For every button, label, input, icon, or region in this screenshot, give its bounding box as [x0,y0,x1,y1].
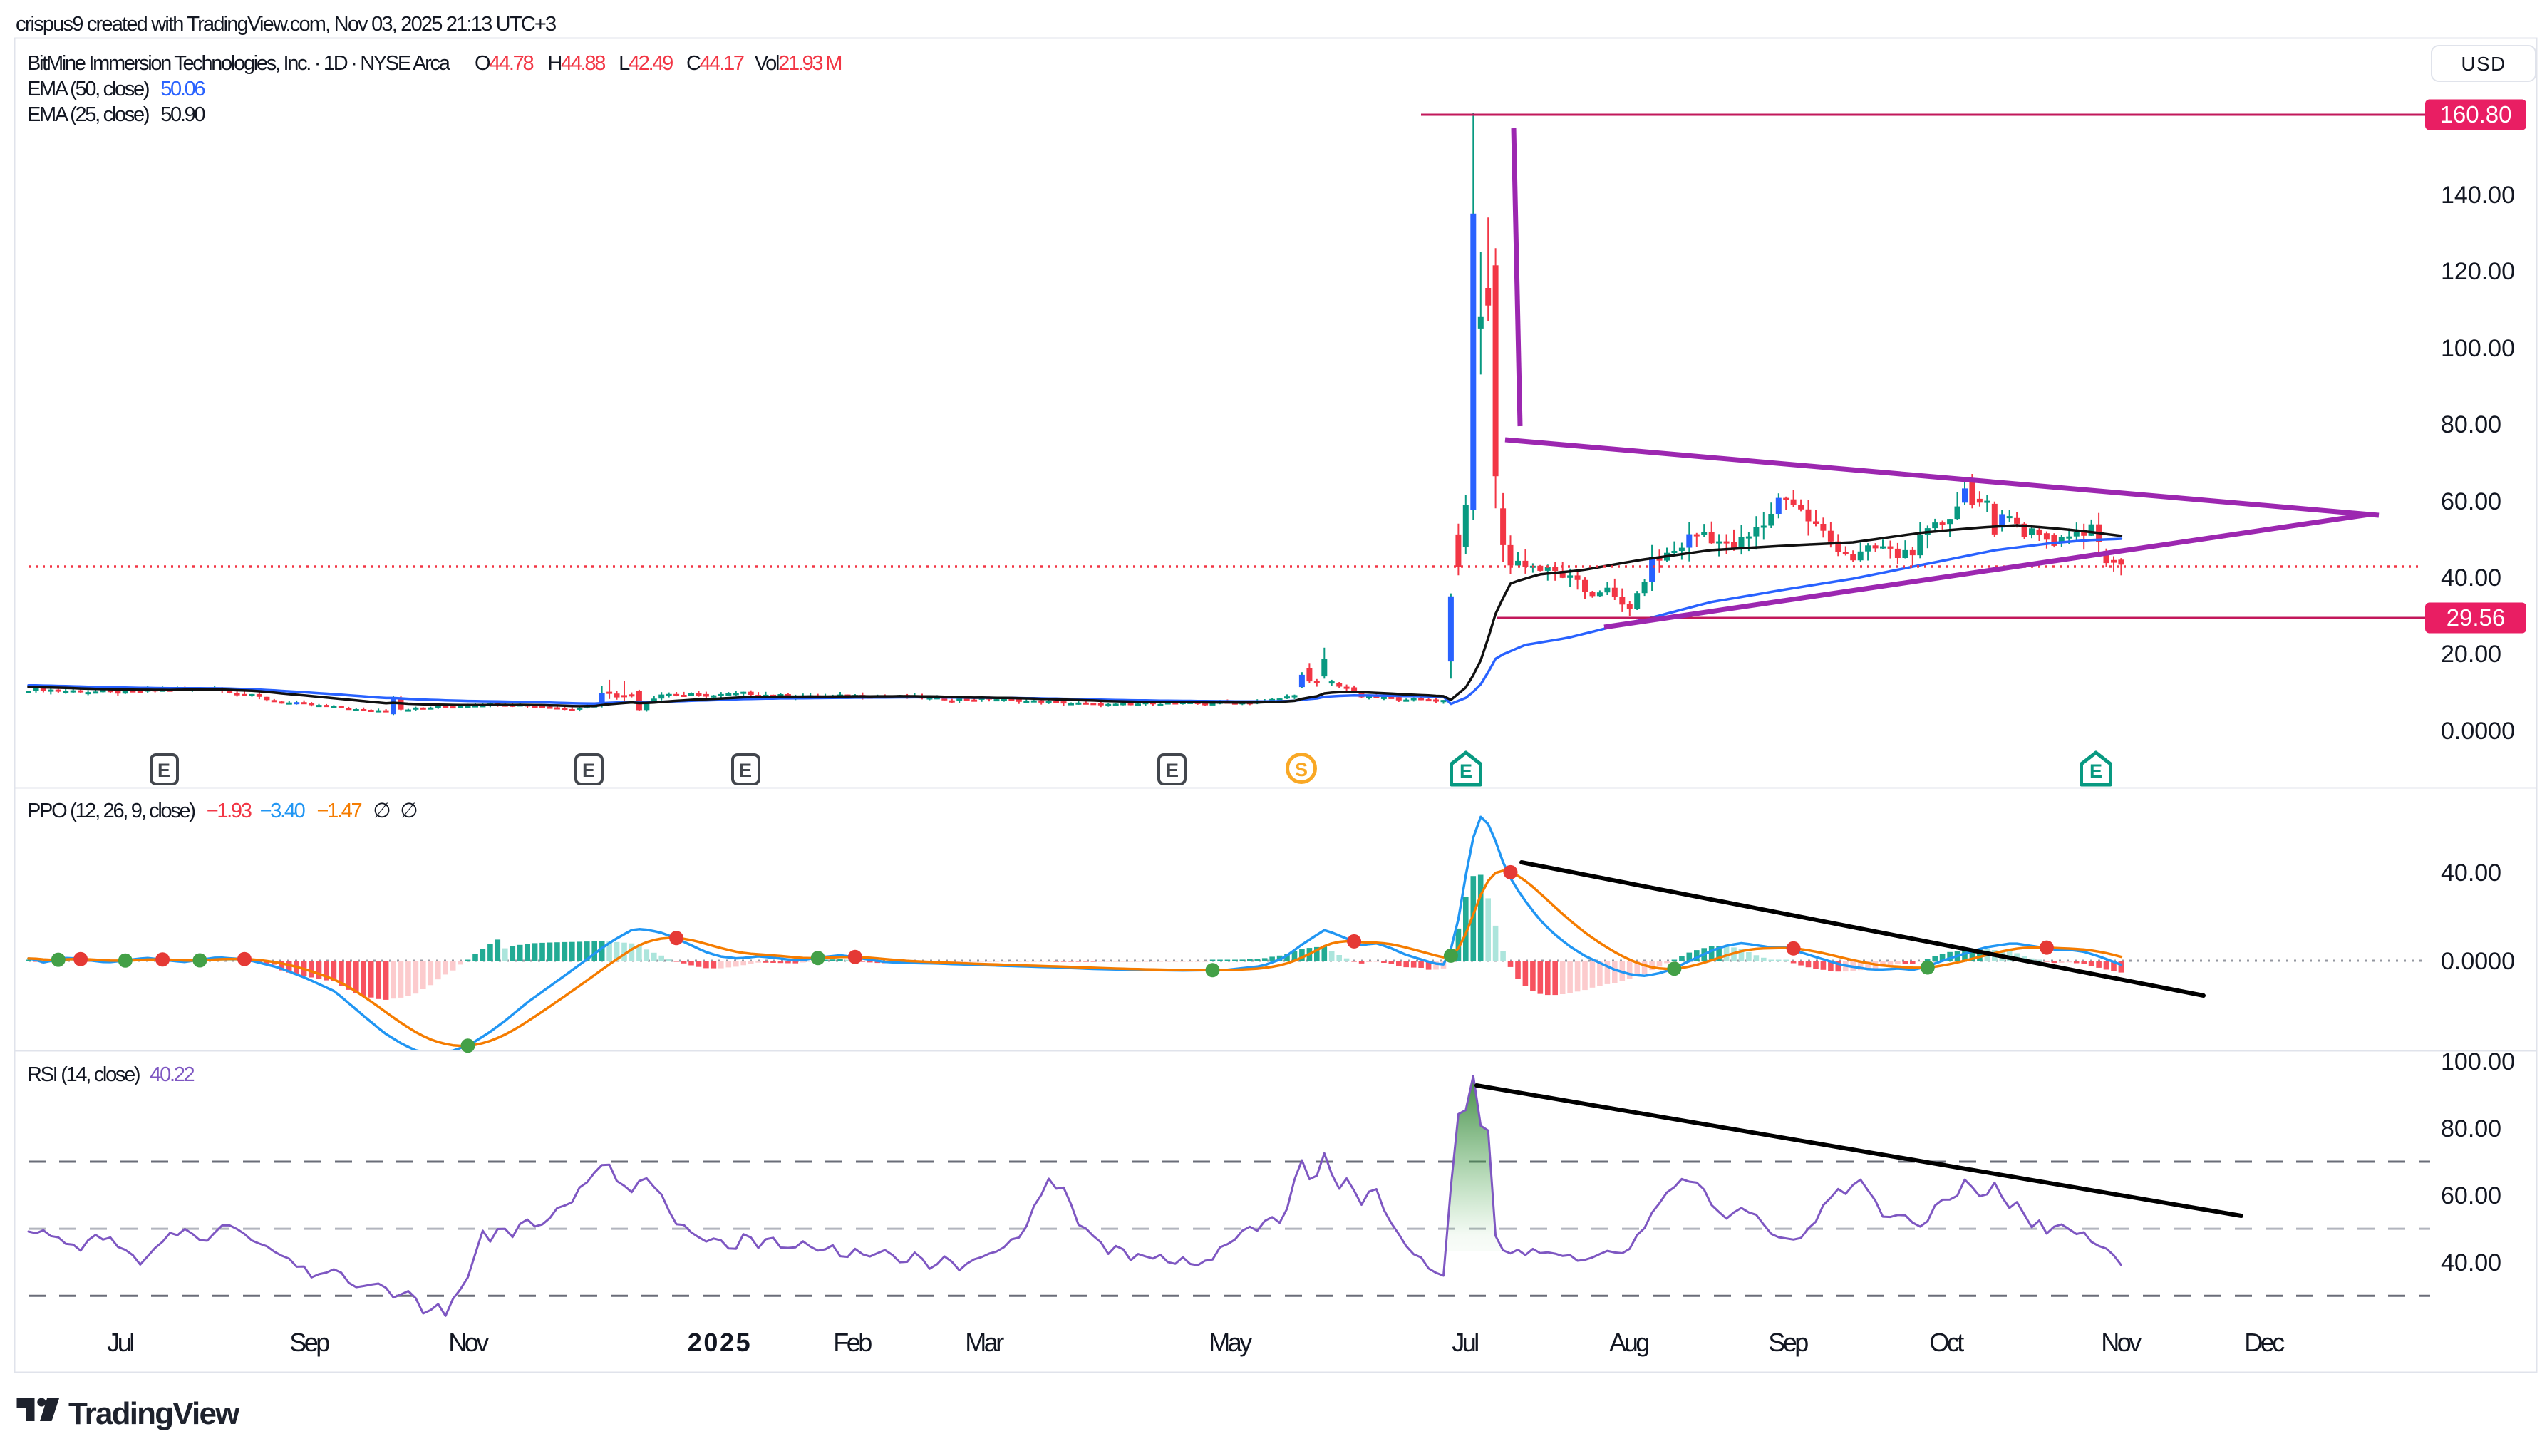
svg-text:RSI (14, close)40.22: RSI (14, close) 40.22 [27,1063,195,1086]
svg-text:Sep: Sep [1768,1328,1808,1357]
svg-text:Nov: Nov [448,1328,489,1357]
svg-text:120.00: 120.00 [2441,258,2515,285]
svg-text:crispus9 created with TradingV: crispus9 created with TradingView.com, N… [16,13,556,36]
svg-text:60.00: 60.00 [2441,488,2501,515]
svg-text:0.0000: 0.0000 [2441,948,2515,975]
svg-text:EMA (25, close)50.90: EMA (25, close) 50.90 [27,103,205,126]
svg-text:EMA (50, close)50.06: EMA (50, close) 50.06 [27,78,205,100]
svg-text:USD: USD [2461,53,2506,75]
svg-text:100.00: 100.00 [2441,1048,2515,1075]
svg-text:Jul: Jul [107,1328,133,1357]
svg-text:Dec: Dec [2244,1328,2285,1357]
svg-text:40.00: 40.00 [2441,564,2501,592]
svg-text:Sep: Sep [289,1328,329,1357]
svg-text:0.0000: 0.0000 [2441,718,2515,745]
svg-text:E: E [582,760,595,781]
svg-text:80.00: 80.00 [2441,411,2501,438]
svg-text:Feb: Feb [833,1328,872,1357]
svg-text:E: E [157,760,170,781]
svg-text:Oct: Oct [1929,1328,1964,1357]
svg-text:S: S [1295,759,1308,780]
svg-text:E: E [1166,760,1179,781]
svg-text:160.80: 160.80 [2440,101,2512,128]
svg-text:20.00: 20.00 [2441,641,2501,668]
svg-text:May: May [1209,1328,1252,1357]
svg-text:29.56: 29.56 [2447,604,2506,631]
svg-text:2025: 2025 [688,1328,753,1357]
svg-text:140.00: 140.00 [2441,182,2515,209]
svg-text:BitMine Immersion Technologies: BitMine Immersion Technologies, Inc. · 1… [27,52,451,75]
svg-text:100.00: 100.00 [2441,335,2515,362]
svg-text:PPO (12, 26, 9, close)−1.93−3.: PPO (12, 26, 9, close) −1.93 −3.40 −1.47 ∅ ∅ [27,800,417,822]
svg-text:E: E [2089,760,2102,782]
svg-text:TradingView: TradingView [68,1396,240,1431]
svg-text:40.00: 40.00 [2441,1249,2501,1276]
svg-text:E: E [1460,760,1472,782]
svg-text:60.00: 60.00 [2441,1182,2501,1209]
svg-text:Aug: Aug [1609,1328,1648,1357]
svg-text:80.00: 80.00 [2441,1115,2501,1142]
svg-text:E: E [739,760,752,781]
svg-text:Mar: Mar [965,1328,1004,1357]
svg-text:40.00: 40.00 [2441,859,2501,887]
svg-text:Jul: Jul [1452,1328,1478,1357]
svg-text:Nov: Nov [2101,1328,2142,1357]
